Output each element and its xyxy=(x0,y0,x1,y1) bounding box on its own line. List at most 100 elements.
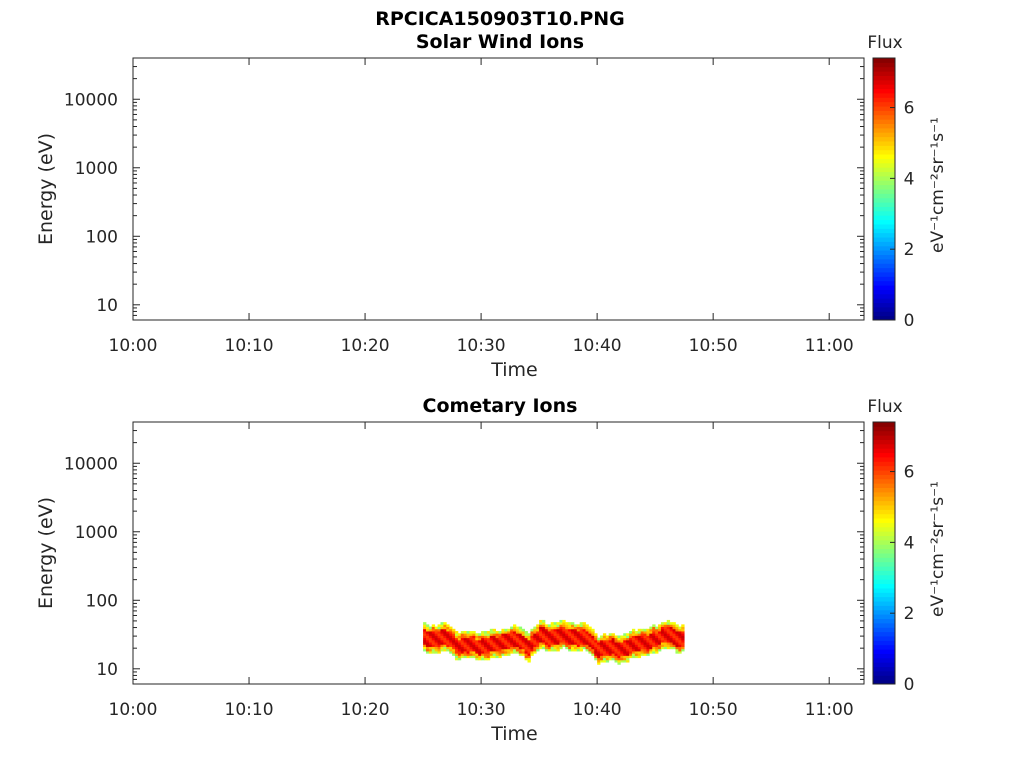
spectrogram-cell xyxy=(643,646,647,650)
spectrogram-cell xyxy=(666,626,671,630)
spectrogram-cell xyxy=(431,631,436,634)
spectrogram-cell xyxy=(678,642,682,645)
spectrogram-cell xyxy=(591,646,595,650)
spectrogram-cell xyxy=(449,651,453,654)
spectrogram-cell xyxy=(658,644,662,647)
spectrogram-cell xyxy=(478,657,482,661)
spectrogram-cell xyxy=(542,639,546,643)
spectrogram-cell xyxy=(655,637,659,641)
spectrogram-cell xyxy=(460,633,465,636)
spectrogram-cell xyxy=(463,639,467,643)
spectrogram-cell xyxy=(431,644,436,647)
spectrogram-cell xyxy=(640,646,644,650)
panel-cometary-ions: Cometary Ions 10:00 10:10 10:20 10:30 10:40 10… xyxy=(35,395,948,745)
spectrogram-cell xyxy=(484,633,488,636)
colorbar-segment xyxy=(873,298,895,304)
spectrogram-cell xyxy=(626,644,630,647)
spectrogram-cell xyxy=(550,622,555,625)
spectrogram-cell xyxy=(588,631,592,634)
spectrogram-cell xyxy=(672,646,676,650)
colorbar-segment xyxy=(873,97,895,103)
spectrogram-cell xyxy=(620,651,624,654)
spectrogram-cell xyxy=(542,646,546,650)
spectrogram-cell xyxy=(484,637,488,641)
spectrogram-cell xyxy=(504,639,508,643)
spectrogram-cell xyxy=(669,626,673,630)
spectrogram-cell xyxy=(466,633,470,636)
spectrogram-cell xyxy=(573,648,578,652)
spectrogram-cell xyxy=(681,626,685,630)
spectrogram-cell xyxy=(544,633,549,636)
colorbar-segment xyxy=(873,92,895,98)
spectrogram-cell xyxy=(515,635,520,639)
spectrogram-cell xyxy=(611,639,615,643)
colorbar-tick-label: 6 xyxy=(904,99,915,119)
spectrogram-cell xyxy=(559,619,563,623)
spectrogram-cell xyxy=(437,651,441,654)
spectrogram-cell xyxy=(559,622,563,625)
spectrogram-cell xyxy=(591,633,595,636)
spectrogram-cell xyxy=(484,642,488,645)
spectrogram-cell xyxy=(663,642,668,645)
spectrogram-cell xyxy=(649,642,653,645)
colorbar-segment xyxy=(873,84,895,90)
x-tick-label: 10:30 xyxy=(457,336,506,356)
spectrogram-cell xyxy=(568,639,572,643)
spectrogram-cell xyxy=(507,653,511,656)
spectrogram-cell xyxy=(472,651,476,654)
spectrogram-cell xyxy=(443,633,447,636)
spectrogram-cell xyxy=(454,648,459,652)
spectrogram-cell xyxy=(634,646,639,650)
spectrogram-cell xyxy=(423,637,427,641)
spectrogram-cell xyxy=(568,646,572,650)
spectrogram-cell xyxy=(440,626,444,630)
spectrogram-cell xyxy=(484,644,488,647)
spectrogram-cell xyxy=(539,639,543,643)
spectrogram-cell xyxy=(646,635,650,639)
spectrogram-cell xyxy=(576,644,581,647)
spectrogram-cell xyxy=(637,655,642,659)
spectrogram-cell xyxy=(594,642,598,645)
colorbar-segment xyxy=(873,215,895,221)
spectrogram-cell xyxy=(460,637,465,641)
spectrogram-cell xyxy=(460,648,465,652)
spectrogram-cell xyxy=(539,626,543,630)
spectrogram-cell xyxy=(536,639,540,643)
spectrogram-cell xyxy=(623,651,627,654)
spectrogram-cell xyxy=(588,633,592,636)
spectrogram-cell xyxy=(434,646,438,650)
spectrogram-cell xyxy=(617,644,621,647)
spectrogram-cell xyxy=(620,635,624,639)
spectrogram-cell xyxy=(443,635,447,639)
spectrogram-cell xyxy=(530,644,534,647)
spectrogram-cell xyxy=(481,655,485,659)
spectrogram-cell xyxy=(600,655,604,659)
spectrogram-cell xyxy=(652,642,656,645)
spectrogram-cell xyxy=(626,637,630,641)
spectrogram-cell xyxy=(524,639,528,643)
spectrogram-cell xyxy=(457,657,462,661)
spectrogram-cell xyxy=(582,635,586,639)
spectrogram-cell xyxy=(550,644,555,647)
spectrogram-cell xyxy=(669,633,673,636)
spectrogram-cell xyxy=(663,644,668,647)
spectrogram-cell xyxy=(527,633,531,636)
spectrogram-cell xyxy=(672,639,676,643)
spectrogram-cell xyxy=(481,642,485,645)
spectrogram-cell xyxy=(634,631,639,634)
spectrogram-cell xyxy=(434,635,438,639)
spectrogram-cell xyxy=(643,635,647,639)
spectrogram-cell xyxy=(501,628,505,632)
spectrogram-cell xyxy=(527,639,531,643)
spectrogram-cell xyxy=(626,642,630,645)
spectrogram-cell xyxy=(521,644,526,647)
spectrogram-cell xyxy=(437,631,441,634)
spectrogram-cell xyxy=(539,619,543,623)
spectrogram-cell xyxy=(475,635,479,639)
spectrogram-cell xyxy=(457,651,462,654)
spectrogram-cell xyxy=(469,646,473,650)
spectrogram-cell xyxy=(452,635,456,639)
spectrogram-cell xyxy=(646,653,650,656)
spectrogram-cell xyxy=(611,651,615,654)
spectrogram-cell xyxy=(481,653,485,656)
